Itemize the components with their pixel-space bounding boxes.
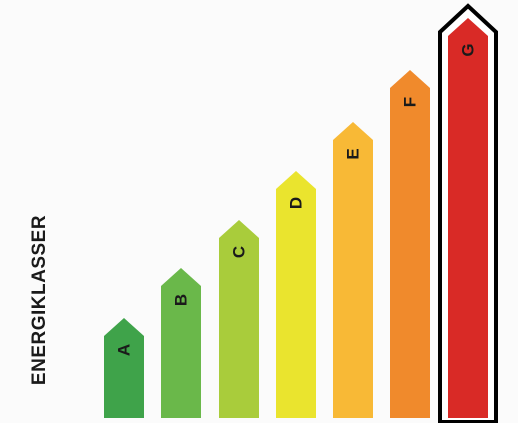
energy-class-e-label: E [344,148,363,159]
energy-class-g-arrow [448,18,488,418]
energy-class-c-arrow [219,220,259,418]
energy-class-a-arrow [104,318,144,418]
energy-class-g-label: G [459,43,478,56]
energy-class-e-arrow [333,122,373,418]
energy-class-f-label: F [401,97,420,107]
energy-class-a-label: A [115,344,134,356]
energy-class-c-label: C [230,246,249,258]
energy-class-b-label: B [172,294,191,306]
energy-class-f-arrow [390,70,430,418]
energy-class-b-arrow [161,268,201,418]
energy-class-d-arrow [276,171,316,418]
energy-class-d-label: D [287,197,306,209]
